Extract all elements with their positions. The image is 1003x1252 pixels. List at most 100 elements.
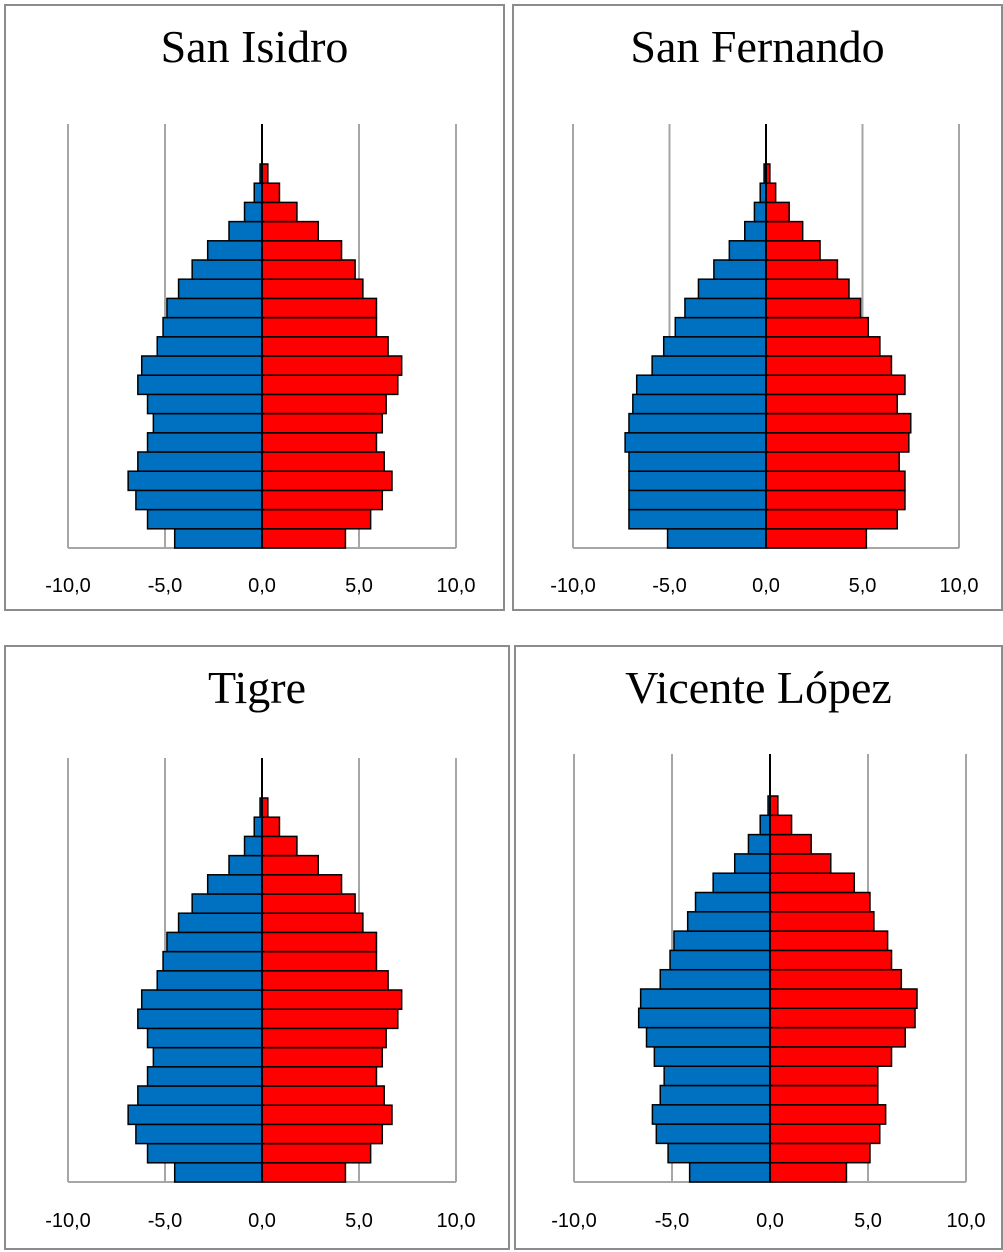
bar [669,949,771,971]
bar [769,1123,881,1145]
bar [261,970,389,991]
x-tick-label: 5,0 [849,575,877,597]
bar [261,412,384,434]
bar [769,814,793,836]
bar [769,891,871,913]
bar [765,393,898,415]
bar [697,278,767,300]
bar [769,872,856,894]
bar [140,355,263,376]
bar [261,182,281,204]
bar [666,528,767,549]
bar [659,968,771,990]
bar [645,1026,771,1048]
bar [659,1084,771,1106]
bar [135,489,263,511]
bar [146,508,263,530]
bar [261,931,378,953]
chart-panel-san-fernando: San Fernando -10,0 -5,0 0,0 5,0 10,0 [512,4,1003,611]
bar [261,201,298,223]
bar [667,1142,771,1164]
x-tick-label: 10,0 [947,1210,986,1232]
bar [637,1007,771,1029]
bar [639,988,771,1010]
bar [674,316,767,338]
bar [712,872,771,894]
chart-panel-san-isidro: San Isidro -10,0 -5,0 0,0 5,0 10,0 [4,4,505,611]
bar [765,297,862,319]
bar [713,259,767,280]
bar [127,470,263,492]
bar [261,355,403,376]
bar [769,1007,916,1029]
bar [191,893,263,914]
bar [628,489,767,511]
bar [769,930,889,952]
x-tick-label: -5,0 [652,575,686,597]
bar [261,1027,387,1049]
bar [146,1066,263,1087]
x-tick-label: 10,0 [437,1210,476,1232]
bar [765,470,906,492]
bar [655,1123,771,1145]
bar [146,1142,263,1164]
bar [759,814,771,836]
bar [653,1046,771,1067]
x-tick-label: -10,0 [551,1210,597,1232]
bar [228,854,263,876]
bar [765,278,850,300]
bar [765,508,898,530]
population-pyramid-chart: -10,0 -5,0 0,0 5,0 10,0 [45,124,475,597]
bar [177,278,263,300]
x-tick-label: 0,0 [752,575,780,597]
bar [651,1104,771,1125]
bar [261,297,378,319]
bar [765,316,870,338]
bar [173,528,263,549]
chart-title: San Isidro [160,21,349,72]
bar [253,182,263,204]
bar [769,968,903,990]
bar [152,412,263,434]
bar [162,950,263,972]
x-tick-label: 10,0 [940,575,979,597]
bar [206,874,263,895]
bar [261,528,347,549]
bar [744,220,767,242]
bar [156,336,263,357]
bar [156,970,263,991]
bar [769,1046,893,1067]
bar [684,297,767,319]
bar [137,1008,263,1030]
bar [261,220,320,242]
bar [688,1161,771,1183]
bar [632,393,767,415]
bar [728,240,767,261]
x-tick-label: -10,0 [45,1210,91,1232]
bar [624,432,767,453]
bar [769,988,918,1010]
bar [228,220,263,242]
bar [135,1123,263,1145]
x-tick-label: -5,0 [148,575,182,597]
chart-title: San Fernando [630,21,885,72]
chart-panel-vicente-lopez: Vicente López -10,0 -5,0 0,0 5,0 10,0 [514,645,1003,1250]
bar [628,451,767,472]
bar [628,508,767,530]
bar [769,1161,848,1183]
bar [261,508,372,530]
bar [651,355,767,376]
bar [628,412,767,434]
bar [769,1026,906,1048]
bar [177,912,263,934]
bar [765,201,790,223]
bar [173,1162,263,1183]
x-tick-label: 5,0 [345,575,373,597]
x-tick-label: -10,0 [45,575,91,597]
bar [261,393,387,415]
bar [765,355,893,376]
x-tick-label: 5,0 [854,1210,882,1232]
bar [769,833,812,855]
bar [769,795,779,817]
bar [765,451,900,472]
